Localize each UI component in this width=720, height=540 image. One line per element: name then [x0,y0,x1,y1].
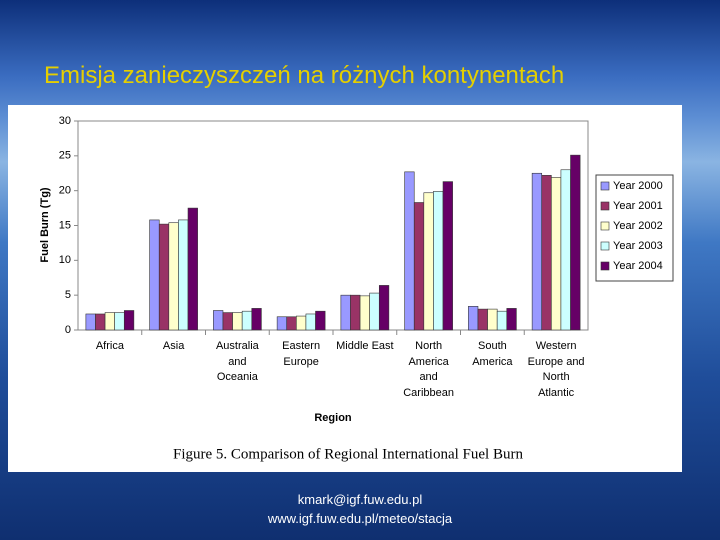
bar [506,308,517,331]
x-tick-label: South America [472,340,513,368]
x-tick-label: Africa [95,340,124,352]
y-tick-label: 15 [59,219,71,231]
bar [531,172,543,331]
legend-swatch [600,261,610,271]
bar [178,219,189,331]
legend-label: Year 2000 [613,180,663,192]
bar [369,292,380,331]
bar [114,312,125,331]
bar [286,316,297,331]
x-tick-label: Asia [162,340,185,352]
bar [551,177,562,331]
bar [570,154,581,331]
y-tick-label: 0 [65,324,71,336]
x-axis-title: Region [314,412,352,424]
bar [158,223,170,331]
bar [168,222,179,331]
bar [404,171,415,331]
x-tick-label: Western Europe and North Atlantic [527,340,585,399]
figure-caption: Figure 5. Comparison of Regional Interna… [173,446,523,462]
legend-swatch [600,241,610,251]
bar [541,175,552,331]
bar [359,295,370,331]
y-tick-label: 10 [59,254,71,266]
x-tick-label: Australia and Oceania [215,340,259,383]
legend-swatch [600,221,610,231]
bar [442,181,453,331]
legend-swatch [600,201,610,211]
bar [104,312,115,331]
bar [187,207,198,331]
bar [305,313,316,331]
slide-title: Emisja zanieczyszczeń na różnych kontyne… [44,62,565,89]
bar [477,308,488,331]
x-tick-label: Middle East [336,340,394,352]
bar [560,169,571,331]
bar [123,310,135,331]
legend-label: Year 2001 [613,200,663,212]
bar [315,310,326,331]
y-tick-label: 5 [65,289,71,301]
bar [276,316,288,331]
bar [340,294,351,331]
bar [149,219,160,331]
bar [468,306,479,331]
bar [213,310,224,331]
bar [222,312,233,331]
x-tick-label: North America and Caribbean [403,340,454,399]
bar [251,308,262,331]
footer-email: kmark@igf.fuw.edu.pl [297,492,423,507]
footer-url: www.igf.fuw.edu.pl/meteo/stacja [267,511,453,526]
y-tick-label: 30 [59,115,71,127]
bar [232,312,243,331]
y-axis-title: Fuel Burn (Tg) [39,187,51,262]
legend-label: Year 2003 [613,240,663,252]
y-tick-label: 20 [59,185,71,197]
x-tick-label: Eastern Europe [282,340,321,368]
bar [413,202,425,331]
bar [378,285,390,331]
bar [95,313,106,331]
legend-label: Year 2002 [613,220,663,232]
bar [496,310,508,331]
bar [241,310,253,331]
bar [296,315,307,331]
bar [85,313,96,331]
y-tick-label: 25 [59,150,71,162]
bar [487,308,498,331]
bar [423,192,434,331]
bar [433,191,444,331]
legend-swatch [600,181,610,191]
bar [350,294,361,331]
legend-label: Year 2004 [613,260,663,272]
